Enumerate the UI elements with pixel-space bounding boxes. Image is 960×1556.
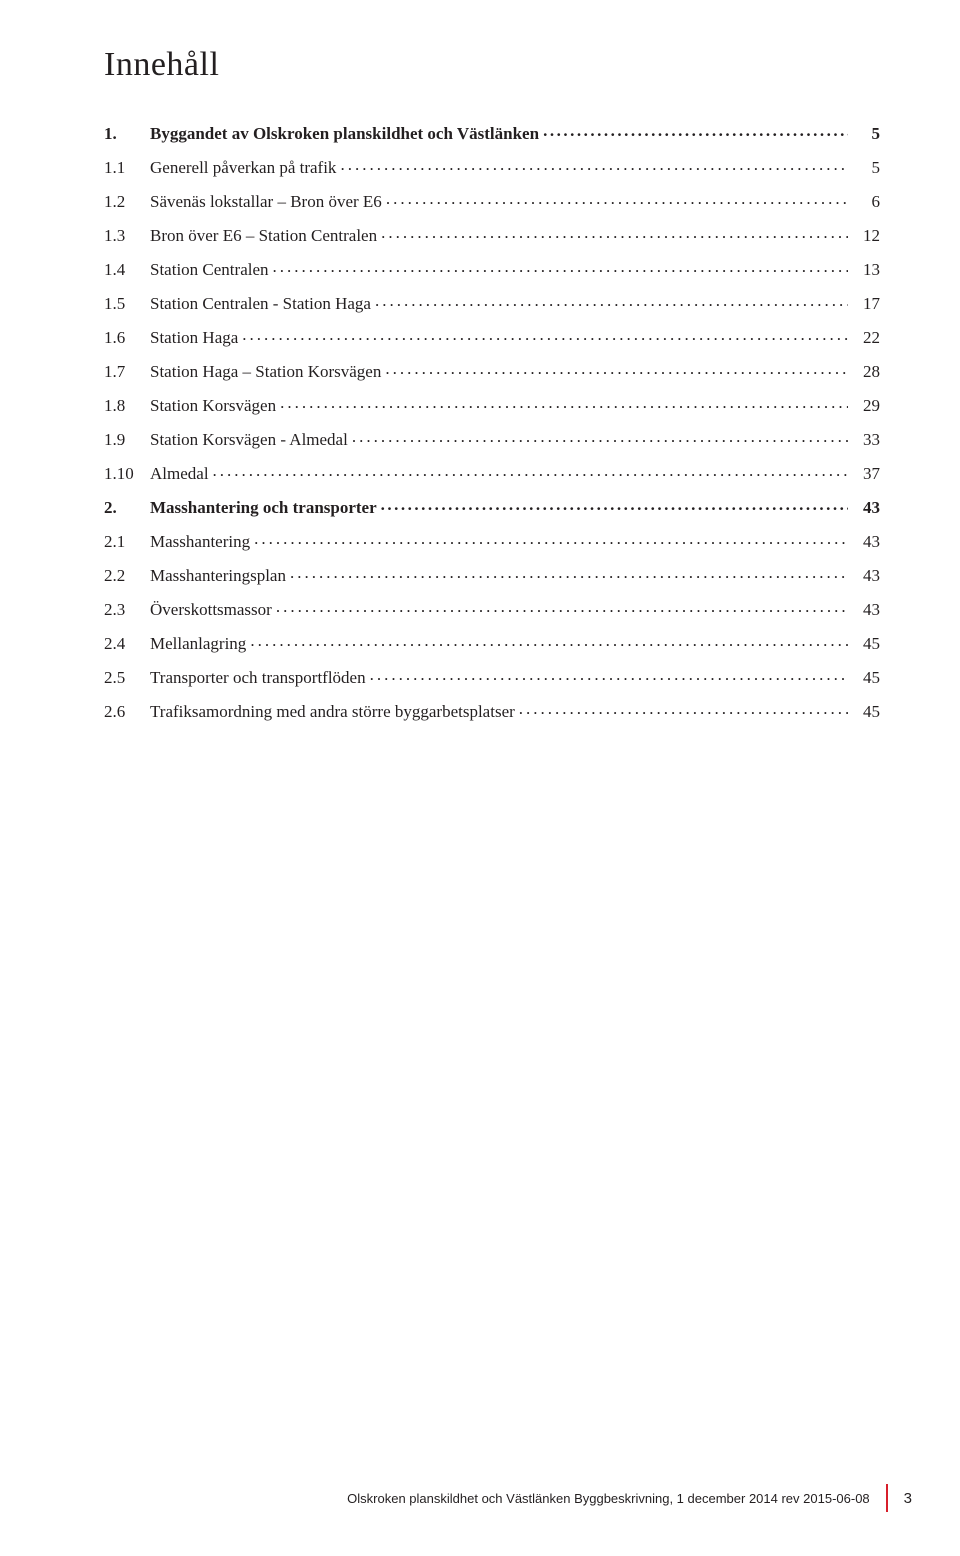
toc-page: 45 xyxy=(852,635,880,652)
toc-number: 2.2 xyxy=(104,567,150,584)
toc-label: Station Korsvägen xyxy=(150,397,276,414)
toc-number: 1. xyxy=(104,125,150,142)
toc-leader xyxy=(290,564,848,581)
toc-row: 2.4Mellanlagring 45 xyxy=(104,632,880,652)
toc-number: 1.1 xyxy=(104,159,150,176)
toc-label: Bron över E6 – Station Centralen xyxy=(150,227,377,244)
toc-number: 1.10 xyxy=(104,465,150,482)
footer-divider xyxy=(886,1484,888,1512)
page-title: Innehåll xyxy=(104,46,880,84)
toc-leader xyxy=(381,224,848,241)
toc-leader xyxy=(543,122,848,139)
toc-number: 1.2 xyxy=(104,193,150,210)
toc-row: 2.3Överskottsmassor 43 xyxy=(104,598,880,618)
toc-number: 1.4 xyxy=(104,261,150,278)
toc-label: Station Korsvägen - Almedal xyxy=(150,431,348,448)
toc-leader xyxy=(519,700,848,717)
toc-leader xyxy=(385,360,848,377)
toc-number: 1.9 xyxy=(104,431,150,448)
toc-leader xyxy=(242,326,848,343)
toc-number: 1.8 xyxy=(104,397,150,414)
toc-row: 1.4Station Centralen 13 xyxy=(104,258,880,278)
toc-number: 2.3 xyxy=(104,601,150,618)
toc-number: 1.3 xyxy=(104,227,150,244)
toc-row: 1.Byggandet av Olskroken planskildhet oc… xyxy=(104,122,880,142)
toc-number: 1.6 xyxy=(104,329,150,346)
toc-number: 1.5 xyxy=(104,295,150,312)
toc-row: 2.5Transporter och transportflöden 45 xyxy=(104,666,880,686)
toc-label: Masshantering och transporter xyxy=(150,499,377,516)
toc-row: 1.9Station Korsvägen - Almedal 33 xyxy=(104,428,880,448)
toc-number: 2. xyxy=(104,499,150,516)
footer-text: Olskroken planskildhet och Västlänken By… xyxy=(347,1491,885,1506)
toc-page: 29 xyxy=(852,397,880,414)
toc-leader xyxy=(254,530,848,547)
toc-page: 13 xyxy=(852,261,880,278)
toc-row: 2.1Masshantering 43 xyxy=(104,530,880,550)
toc-leader xyxy=(213,462,848,479)
toc-page: 45 xyxy=(852,669,880,686)
toc-row: 1.10Almedal 37 xyxy=(104,462,880,482)
toc-label: Station Centralen - Station Haga xyxy=(150,295,371,312)
toc-leader xyxy=(273,258,848,275)
toc-number: 2.1 xyxy=(104,533,150,550)
toc-page: 37 xyxy=(852,465,880,482)
toc-label: Station Haga – Station Korsvägen xyxy=(150,363,381,380)
toc-leader xyxy=(381,496,848,513)
toc-page: 5 xyxy=(852,125,880,142)
toc-row: 1.6Station Haga 22 xyxy=(104,326,880,346)
toc-label: Överskottsmassor xyxy=(150,601,272,618)
toc-row: 1.8Station Korsvägen 29 xyxy=(104,394,880,414)
toc-row: 1.7Station Haga – Station Korsvägen 28 xyxy=(104,360,880,380)
toc-leader xyxy=(386,190,848,207)
toc-page: 43 xyxy=(852,567,880,584)
toc-row: 2.2Masshanteringsplan 43 xyxy=(104,564,880,584)
toc-row: 1.5Station Centralen - Station Haga 17 xyxy=(104,292,880,312)
toc-row: 2.6Trafiksamordning med andra större byg… xyxy=(104,700,880,720)
toc-row: 1.2Sävenäs lokstallar – Bron över E6 6 xyxy=(104,190,880,210)
toc-leader xyxy=(352,428,848,445)
toc-label: Almedal xyxy=(150,465,209,482)
toc-row: 2.Masshantering och transporter 43 xyxy=(104,496,880,516)
toc-leader xyxy=(250,632,848,649)
footer-page-number: 3 xyxy=(904,1490,912,1507)
toc-label: Station Haga xyxy=(150,329,238,346)
footer: Olskroken planskildhet och Västlänken By… xyxy=(347,1484,912,1512)
toc-label: Masshantering xyxy=(150,533,250,550)
toc-leader xyxy=(375,292,848,309)
toc-page: 22 xyxy=(852,329,880,346)
toc-leader xyxy=(340,156,848,173)
page: Innehåll 1.Byggandet av Olskroken plansk… xyxy=(0,0,960,720)
toc-number: 1.7 xyxy=(104,363,150,380)
toc-label: Sävenäs lokstallar – Bron över E6 xyxy=(150,193,382,210)
toc-page: 45 xyxy=(852,703,880,720)
table-of-contents: 1.Byggandet av Olskroken planskildhet oc… xyxy=(104,122,880,720)
toc-page: 17 xyxy=(852,295,880,312)
toc-label: Masshanteringsplan xyxy=(150,567,286,584)
toc-number: 2.4 xyxy=(104,635,150,652)
toc-leader xyxy=(276,598,848,615)
toc-leader xyxy=(280,394,848,411)
toc-page: 33 xyxy=(852,431,880,448)
toc-label: Trafiksamordning med andra större byggar… xyxy=(150,703,515,720)
toc-page: 5 xyxy=(852,159,880,176)
toc-label: Station Centralen xyxy=(150,261,269,278)
toc-label: Mellanlagring xyxy=(150,635,246,652)
toc-page: 6 xyxy=(852,193,880,210)
toc-page: 28 xyxy=(852,363,880,380)
toc-label: Generell påverkan på trafik xyxy=(150,159,336,176)
toc-number: 2.5 xyxy=(104,669,150,686)
toc-row: 1.1Generell påverkan på trafik 5 xyxy=(104,156,880,176)
toc-page: 12 xyxy=(852,227,880,244)
toc-label: Transporter och transportflöden xyxy=(150,669,366,686)
toc-leader xyxy=(370,666,848,683)
toc-row: 1.3Bron över E6 – Station Centralen 12 xyxy=(104,224,880,244)
toc-number: 2.6 xyxy=(104,703,150,720)
toc-label: Byggandet av Olskroken planskildhet och … xyxy=(150,125,539,142)
toc-page: 43 xyxy=(852,533,880,550)
toc-page: 43 xyxy=(852,499,880,516)
toc-page: 43 xyxy=(852,601,880,618)
